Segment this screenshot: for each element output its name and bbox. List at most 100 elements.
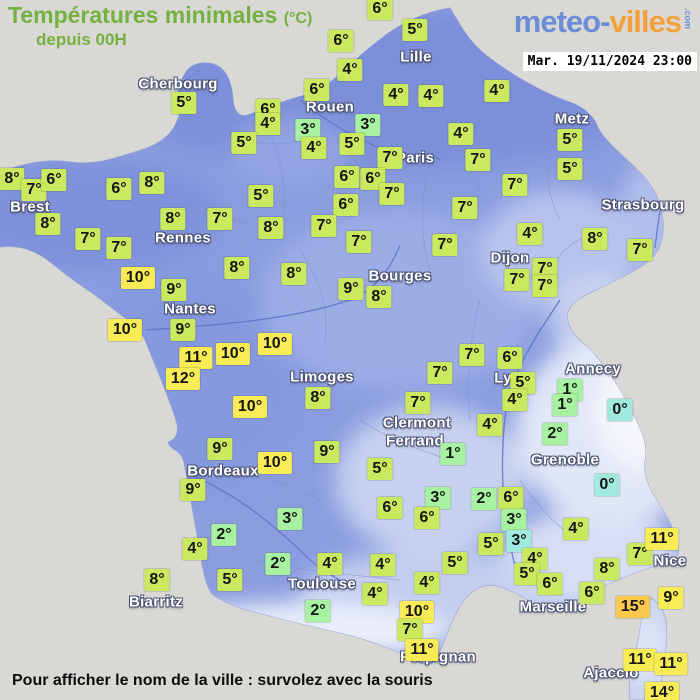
temp-label[interactable]: 9° — [658, 587, 684, 609]
temp-label[interactable]: 10° — [215, 343, 251, 365]
temp-label[interactable]: 7° — [627, 239, 653, 261]
temp-label[interactable]: 3° — [425, 487, 451, 509]
temp-label[interactable]: 6° — [414, 507, 440, 529]
temp-label[interactable]: 7° — [397, 619, 423, 641]
temp-label[interactable]: 8° — [160, 208, 186, 230]
temp-label[interactable]: 7° — [311, 215, 337, 237]
temp-label[interactable]: 7° — [465, 149, 491, 171]
temp-label[interactable]: 8° — [139, 172, 165, 194]
temp-label[interactable]: 5° — [231, 132, 257, 154]
temp-label[interactable]: 11° — [645, 528, 679, 550]
temp-label[interactable]: 9° — [161, 279, 187, 301]
temp-label[interactable]: 4° — [414, 572, 440, 594]
temp-label[interactable]: 6° — [41, 169, 67, 191]
temp-label[interactable]: 4° — [448, 123, 474, 145]
temp-label[interactable]: 5° — [248, 185, 274, 207]
temp-label[interactable]: 4° — [337, 59, 363, 81]
temp-label[interactable]: 2° — [265, 553, 291, 575]
temp-label[interactable]: 8° — [35, 213, 61, 235]
temp-label[interactable]: 0° — [607, 399, 633, 421]
temp-label[interactable]: 10° — [399, 601, 435, 623]
temp-label[interactable]: 15° — [615, 596, 651, 618]
temp-label[interactable]: 7° — [379, 183, 405, 205]
temp-label[interactable]: 4° — [517, 223, 543, 245]
temp-label[interactable]: 8° — [258, 217, 284, 239]
temp-label[interactable]: 10° — [232, 396, 268, 418]
temp-label[interactable]: 12° — [165, 368, 201, 390]
temp-label[interactable]: 6° — [106, 178, 132, 200]
temp-label[interactable]: 6° — [334, 166, 360, 188]
temp-label[interactable]: 7° — [405, 392, 431, 414]
temp-label[interactable]: 9° — [314, 441, 340, 463]
temp-label[interactable]: 4° — [362, 583, 388, 605]
temp-label[interactable]: 3° — [501, 509, 527, 531]
temp-label[interactable]: 2° — [471, 488, 497, 510]
temp-label[interactable]: 1° — [440, 443, 466, 465]
temp-label[interactable]: 5° — [339, 133, 365, 155]
temp-label[interactable]: 4° — [418, 85, 444, 107]
temp-label[interactable]: 5° — [514, 563, 540, 585]
temp-label[interactable]: 2° — [211, 524, 237, 546]
temp-label[interactable]: 8° — [281, 263, 307, 285]
temp-label[interactable]: 1° — [552, 394, 578, 416]
temp-label[interactable]: 6° — [537, 573, 563, 595]
temp-label[interactable]: 7° — [452, 197, 478, 219]
temp-label[interactable]: 6° — [328, 30, 354, 52]
temp-label[interactable]: 5° — [510, 372, 536, 394]
temp-label[interactable]: 4° — [563, 518, 589, 540]
temp-label[interactable]: 5° — [217, 569, 243, 591]
temp-label[interactable]: 5° — [442, 552, 468, 574]
temp-label[interactable]: 4° — [502, 389, 528, 411]
meteo-villes-logo[interactable]: meteo- villes .com — [514, 6, 693, 37]
temp-label[interactable]: 7° — [432, 234, 458, 256]
temp-label[interactable]: 5° — [402, 19, 428, 41]
temp-label[interactable]: 5° — [557, 129, 583, 151]
temp-label[interactable]: 10° — [257, 333, 293, 355]
temp-label[interactable]: 7° — [106, 237, 132, 259]
temp-label[interactable]: 4° — [182, 538, 208, 560]
temp-label[interactable]: 11° — [654, 653, 688, 675]
temp-label[interactable]: 3° — [355, 114, 381, 136]
temp-label[interactable]: 6° — [333, 194, 359, 216]
temp-label[interactable]: 9° — [338, 278, 364, 300]
temp-label[interactable]: 10° — [257, 452, 293, 474]
temp-label[interactable]: 4° — [301, 137, 327, 159]
temp-label[interactable]: 8° — [0, 168, 25, 190]
temp-label[interactable]: 6° — [498, 487, 524, 509]
temp-label[interactable]: 9° — [170, 319, 196, 341]
temp-label[interactable]: 8° — [305, 387, 331, 409]
temp-label[interactable]: 9° — [180, 479, 206, 501]
temp-label[interactable]: 5° — [478, 533, 504, 555]
temp-label[interactable]: 4° — [370, 554, 396, 576]
temp-label[interactable]: 7° — [459, 344, 485, 366]
temp-label[interactable]: 8° — [144, 569, 170, 591]
temp-label[interactable]: 10° — [107, 319, 143, 341]
temp-label[interactable]: 8° — [366, 286, 392, 308]
temp-label[interactable]: 4° — [317, 553, 343, 575]
temp-label[interactable]: 2° — [542, 423, 568, 445]
temp-label[interactable]: 6° — [360, 168, 386, 190]
temp-label[interactable]: 7° — [427, 362, 453, 384]
temp-label[interactable]: 3° — [295, 119, 321, 141]
temp-label[interactable]: 10° — [120, 267, 156, 289]
temp-label[interactable]: 4° — [255, 113, 281, 135]
temp-label[interactable]: 4° — [484, 80, 510, 102]
temp-label[interactable]: 14° — [644, 682, 680, 700]
temp-label[interactable]: 4° — [383, 84, 409, 106]
temp-label[interactable]: 6° — [497, 347, 523, 369]
temp-label[interactable]: 0° — [594, 474, 620, 496]
temp-label[interactable]: 7° — [532, 275, 558, 297]
temp-label[interactable]: 6° — [579, 582, 605, 604]
temp-label[interactable]: 2° — [305, 600, 331, 622]
temp-label[interactable]: 5° — [171, 92, 197, 114]
temp-label[interactable]: 6° — [304, 79, 330, 101]
temp-label[interactable]: 7° — [532, 258, 558, 280]
temp-label[interactable]: 5° — [557, 158, 583, 180]
temp-label[interactable]: 9° — [207, 438, 233, 460]
temp-label[interactable]: 11° — [179, 347, 213, 369]
temp-label[interactable]: 7° — [502, 174, 528, 196]
temp-label[interactable]: 7° — [377, 147, 403, 169]
temp-label[interactable]: 8° — [594, 558, 620, 580]
temp-label[interactable]: 8° — [582, 228, 608, 250]
temp-label[interactable]: 5° — [367, 458, 393, 480]
